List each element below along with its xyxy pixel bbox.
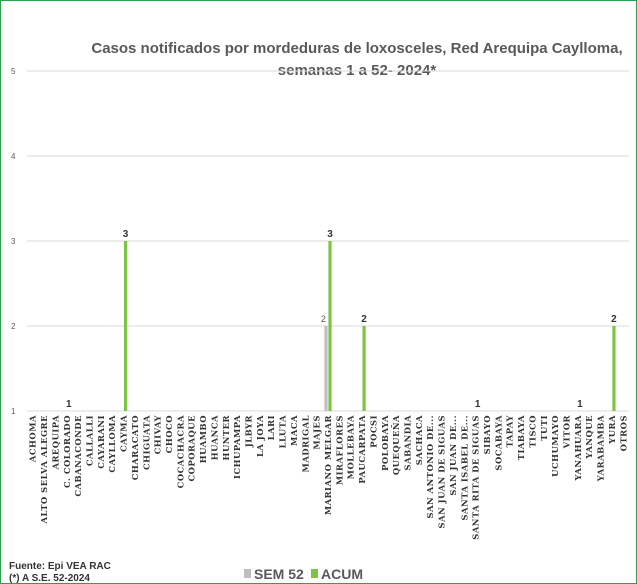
bar-sem52 bbox=[324, 326, 328, 411]
x-tick-label: CHIGUATA bbox=[141, 415, 151, 470]
x-tick-label: ALTO SELVA ALEGRE bbox=[39, 415, 49, 525]
x-tick-label: CHOCO bbox=[164, 415, 174, 453]
chart-title-line1: Casos notificados por mordeduras de loxo… bbox=[91, 40, 622, 57]
x-tick-label: SIBAYO bbox=[482, 415, 492, 454]
x-axis-labels: ACHOMA ALTO SELVA ALEGRE AREQUIPA C. COLORA… bbox=[28, 414, 629, 539]
x-tick-label: MACA bbox=[289, 415, 299, 446]
data-labels: 1 3 2 3 2 1 1 2 bbox=[66, 229, 617, 410]
x-tick-label: CAYMA bbox=[119, 415, 129, 452]
x-tick-label: TISCO bbox=[527, 415, 537, 448]
source-note: Fuente: Epi VEA RAC bbox=[9, 561, 111, 572]
x-tick-label: SOCABAYA bbox=[493, 415, 503, 471]
x-tick-label: TIABAYA bbox=[516, 415, 526, 460]
x-tick-label: CALLALLI bbox=[84, 415, 94, 466]
x-tick-label: AREQUIPA bbox=[50, 415, 60, 471]
x-tick-label: CAYLLOMA bbox=[107, 415, 117, 473]
data-label: 1 bbox=[66, 399, 72, 410]
cutoff-note: (*) A S.E. 52-2024 bbox=[9, 573, 90, 583]
x-tick-label: HUAMBO bbox=[198, 415, 208, 463]
data-label: 2 bbox=[321, 314, 326, 324]
x-tick-label: CHARACATO bbox=[130, 415, 140, 480]
x-tick-label: SANTA RITA DE SIGUAS bbox=[471, 415, 481, 540]
legend-swatch-sem52 bbox=[244, 569, 251, 578]
gridlines bbox=[27, 70, 629, 412]
y-axis: 1 2 3 4 5 bbox=[11, 67, 16, 416]
x-tick-label: SAN JUAN DE SIGUAS bbox=[437, 415, 447, 528]
x-tick-label: LARI bbox=[266, 415, 276, 440]
x-tick-label: HUANCA bbox=[209, 415, 219, 460]
x-tick-label: JLBYR bbox=[243, 414, 253, 448]
y-tick-label: 4 bbox=[11, 152, 16, 161]
legend-label-acum: ACUM bbox=[321, 566, 363, 582]
y-tick-label: 2 bbox=[11, 322, 16, 331]
x-tick-label: CABANACONDE bbox=[73, 415, 83, 497]
x-tick-label: LA JOYA bbox=[255, 415, 265, 457]
x-tick-label: POCSI bbox=[368, 415, 378, 448]
x-tick-label: LLUTA bbox=[278, 415, 288, 448]
x-tick-label: C. COLORADO bbox=[62, 415, 72, 488]
x-tick-label: TAPAY bbox=[505, 414, 515, 447]
legend: SEM 52 ACUM bbox=[244, 566, 363, 582]
data-label: 1 bbox=[577, 399, 583, 410]
legend-label-sem52: SEM 52 bbox=[254, 566, 304, 582]
x-tick-label: MADRIGAL bbox=[300, 415, 310, 472]
x-tick-label: ACHOMA bbox=[28, 415, 38, 463]
bar-acum bbox=[612, 326, 616, 411]
x-tick-label: COPORAQUE bbox=[187, 415, 197, 482]
x-tick-label: SABANDIA bbox=[403, 415, 413, 470]
bar-acum bbox=[362, 326, 366, 411]
data-label: 2 bbox=[611, 314, 617, 325]
x-tick-label: SAN JUAN DE... bbox=[448, 415, 458, 496]
x-tick-label: YARABAMBA bbox=[596, 415, 606, 482]
x-tick-label: OTROS bbox=[618, 415, 628, 451]
x-tick-label: SACHACA bbox=[414, 415, 424, 465]
x-tick-label: CAYARANI bbox=[96, 415, 106, 469]
bar-acum bbox=[328, 241, 332, 411]
y-tick-label: 1 bbox=[11, 407, 16, 416]
x-tick-label: QUEQUEÑA bbox=[390, 415, 401, 475]
x-tick-label: MAJES bbox=[312, 415, 322, 450]
x-tick-label: ICHUPAMPA bbox=[232, 415, 242, 479]
x-tick-label: MOLLEBAYA bbox=[346, 415, 356, 479]
x-tick-label: YANQUE bbox=[584, 415, 594, 460]
x-tick-label: MARIANO MELGAR bbox=[323, 414, 333, 515]
x-tick-label: CHIVAY bbox=[153, 414, 163, 454]
data-label: 1 bbox=[475, 399, 481, 410]
y-tick-label: 5 bbox=[11, 67, 16, 76]
data-label: 3 bbox=[123, 229, 129, 240]
x-tick-label: HUNTER bbox=[221, 414, 231, 460]
x-tick-label: YANAHUARA bbox=[573, 415, 583, 482]
x-tick-label: SANTA ISABEL DE... bbox=[459, 415, 469, 521]
x-tick-label: SAN ANTONIO DE... bbox=[425, 415, 435, 518]
x-tick-label: POLOBAYA bbox=[380, 415, 390, 471]
bars bbox=[123, 241, 616, 411]
x-tick-label: UCHUMAYO bbox=[550, 415, 560, 477]
bar-acum bbox=[123, 241, 128, 411]
x-tick-label: MIRAFLORES bbox=[334, 415, 344, 485]
x-tick-label: PAUCARPATA bbox=[357, 415, 367, 484]
y-tick-label: 3 bbox=[11, 237, 16, 246]
legend-swatch-acum bbox=[311, 569, 318, 578]
data-label: 2 bbox=[361, 314, 367, 325]
x-tick-label: YURA bbox=[607, 415, 617, 445]
data-label: 3 bbox=[327, 229, 333, 240]
x-tick-label: VITOR bbox=[562, 414, 572, 449]
x-tick-label: TUTI bbox=[539, 415, 549, 441]
x-tick-label: COCACHACRA bbox=[175, 415, 185, 488]
